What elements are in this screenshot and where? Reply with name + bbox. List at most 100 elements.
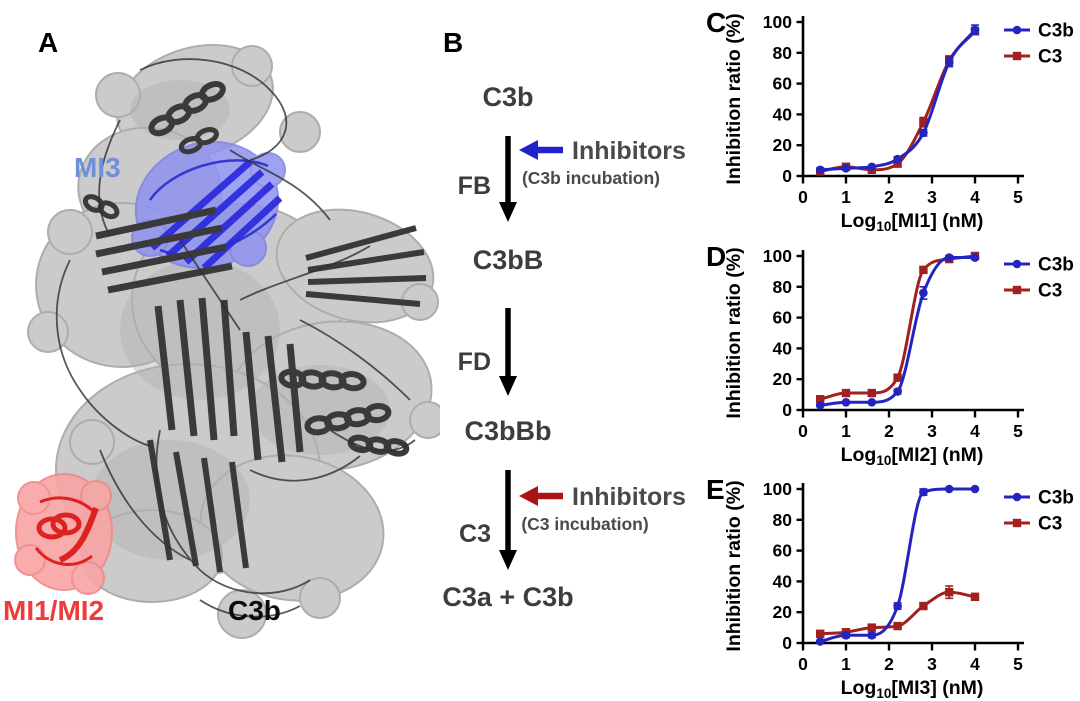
y-tick-label: 60 bbox=[773, 74, 793, 94]
series-curve-C3b bbox=[820, 256, 975, 407]
legend-label: C3 bbox=[1038, 514, 1062, 535]
y-tick-label: 80 bbox=[773, 43, 793, 63]
x-tick-label: 1 bbox=[841, 187, 851, 207]
scheme-product-c3bb: C3bB bbox=[473, 245, 544, 275]
y-tick-label: 0 bbox=[782, 633, 792, 653]
panel-c-chart-mi1: C 0 20 40 60 80 100 0 1 2 3 4 5 Inhibition ratio (%) L… bbox=[706, 7, 1074, 233]
axes bbox=[801, 483, 1024, 645]
data-point-C3b bbox=[970, 484, 980, 494]
data-point-C3 bbox=[945, 587, 954, 597]
panel-letter: E bbox=[706, 474, 725, 505]
y-tick-label: 0 bbox=[782, 400, 792, 420]
data-point-C3b bbox=[944, 57, 954, 67]
x-axis-label: Log10[MI2] (nM) bbox=[841, 444, 984, 467]
data-point-C3 bbox=[841, 388, 851, 398]
x-axis-label: Log10[MI1] (nM) bbox=[841, 210, 984, 233]
scheme-products-c3a-c3b: C3a + C3b bbox=[442, 582, 573, 612]
panel-a-label: A bbox=[38, 27, 58, 58]
series-curve-C3b bbox=[819, 487, 975, 643]
mi1mi2-region bbox=[14, 473, 113, 595]
x-tick-label: 2 bbox=[884, 421, 894, 441]
x-tick-label: 4 bbox=[970, 654, 980, 674]
x-tick-label: 3 bbox=[927, 654, 937, 674]
panel-a-protein-structure: A MI3 MI1/MI2 C3b bbox=[3, 27, 440, 639]
x-tick-label: 4 bbox=[970, 421, 980, 441]
y-tick-label: 100 bbox=[763, 246, 792, 266]
data-point-C3b bbox=[841, 398, 851, 407]
x-tick-label: 2 bbox=[884, 187, 894, 207]
y-tick-label: 20 bbox=[773, 369, 793, 389]
inhibitors-label-1: Inhibitors bbox=[572, 137, 686, 165]
legend-marker bbox=[1012, 518, 1022, 528]
y-tick-label: 40 bbox=[773, 104, 793, 124]
x-tick-label: 5 bbox=[1013, 187, 1023, 207]
data-point-C3 bbox=[867, 623, 876, 632]
legend-marker bbox=[1012, 492, 1022, 502]
data-point-C3b bbox=[815, 165, 825, 175]
legend-item-C3: C3 bbox=[1004, 47, 1062, 68]
data-point-C3b bbox=[944, 253, 954, 262]
data-point-C3b bbox=[919, 128, 928, 138]
data-point-C3b bbox=[867, 631, 877, 640]
data-point-C3 bbox=[919, 117, 928, 127]
y-tick-label: 20 bbox=[773, 135, 793, 155]
enzyme-fb-label: FB bbox=[458, 172, 491, 200]
data-point-C3b bbox=[867, 398, 877, 407]
inhibitors-note-1: (C3b incubation) bbox=[522, 168, 660, 188]
y-tick-label: 20 bbox=[773, 602, 793, 622]
x-tick-label: 4 bbox=[970, 187, 980, 207]
reaction-arrow-1 bbox=[499, 136, 517, 222]
legend-label: C3 bbox=[1038, 281, 1062, 302]
legend-marker bbox=[1012, 51, 1022, 61]
y-axis-label: Inhibition ratio (%) bbox=[723, 13, 745, 184]
data-point-C3 bbox=[893, 159, 902, 168]
x-axis-label: Log10[MI3] (nM) bbox=[841, 677, 984, 701]
data-point-C3b bbox=[919, 487, 928, 497]
panel-b-label: B bbox=[443, 27, 463, 58]
panel-letter: D bbox=[706, 241, 726, 272]
x-tick-label: 0 bbox=[798, 421, 808, 441]
y-tick-label: 0 bbox=[782, 166, 792, 186]
enzyme-fd-label: FD bbox=[458, 348, 491, 376]
data-point-C3b bbox=[919, 288, 928, 298]
data-point-C3b bbox=[815, 637, 825, 646]
series-curve-C3 bbox=[819, 30, 977, 173]
y-tick-label: 40 bbox=[773, 571, 793, 591]
data-point-C3b bbox=[893, 387, 902, 396]
data-point-C3b bbox=[944, 484, 954, 494]
panel-b-reaction-scheme: B C3b FB Inhibitors (C3b incubation) C3b… bbox=[442, 27, 686, 612]
y-tick-label: 80 bbox=[773, 277, 793, 297]
enzyme-c3-label: C3 bbox=[459, 520, 491, 548]
c3b-structure-label: C3b bbox=[228, 595, 281, 626]
data-point-C3b bbox=[893, 601, 902, 611]
inhibitors-note-2: (C3 incubation) bbox=[521, 514, 648, 534]
legend-marker bbox=[1012, 25, 1022, 35]
data-point-C3b bbox=[893, 154, 902, 164]
y-tick-label: 100 bbox=[763, 12, 792, 32]
panel-d-chart-mi2: D 0 20 40 60 80 100 0 1 2 3 4 5 Inhibition ratio (%) L… bbox=[706, 241, 1074, 467]
mi3-label: MI3 bbox=[74, 152, 121, 183]
inhibitors-label-2: Inhibitors bbox=[572, 483, 686, 511]
legend-label: C3b bbox=[1038, 255, 1074, 276]
legend-item-C3: C3 bbox=[1004, 281, 1062, 302]
data-point-C3 bbox=[816, 395, 825, 404]
data-point-C3b bbox=[815, 401, 825, 410]
data-point-C3 bbox=[919, 265, 928, 275]
x-tick-label: 3 bbox=[927, 421, 937, 441]
data-point-C3b bbox=[970, 25, 980, 34]
y-tick-label: 80 bbox=[773, 510, 793, 530]
legend-marker bbox=[1012, 285, 1022, 295]
inhibitor-arrow-blue bbox=[519, 140, 563, 160]
x-tick-label: 0 bbox=[798, 654, 808, 674]
legend-item-C3: C3 bbox=[1004, 514, 1062, 535]
data-point-C3 bbox=[893, 621, 902, 631]
legend-marker bbox=[1012, 259, 1022, 269]
data-point-C3 bbox=[970, 592, 980, 601]
x-tick-label: 1 bbox=[841, 421, 851, 441]
y-tick-label: 100 bbox=[763, 479, 792, 499]
scheme-substrate-c3b: C3b bbox=[482, 82, 533, 112]
panel-letter: C bbox=[706, 7, 726, 38]
x-tick-label: 2 bbox=[884, 654, 894, 674]
series-curve-C3b bbox=[820, 28, 977, 172]
